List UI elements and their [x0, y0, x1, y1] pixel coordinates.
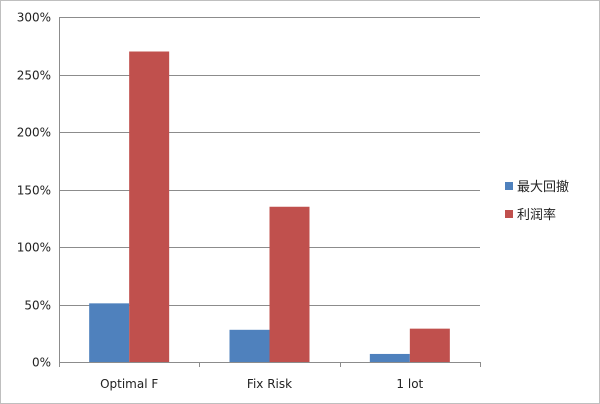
x-category-label: Fix Risk [247, 377, 292, 391]
bar [229, 329, 270, 362]
x-category-label: Optimal F [100, 377, 158, 391]
x-category-labels: Optimal F Fix Risk 1 lot [100, 377, 423, 391]
y-tick-label: 300% [17, 11, 51, 25]
bar [269, 206, 310, 362]
bars [89, 51, 450, 362]
bar [129, 51, 170, 362]
y-tick-label: 0% [32, 356, 51, 370]
y-tick-label: 200% [17, 126, 51, 140]
y-tick-label: 50% [24, 299, 51, 313]
legend-label: 最大回撤 [517, 179, 569, 195]
axes [59, 17, 481, 367]
legend-swatch [505, 182, 513, 190]
legend-swatch [505, 210, 513, 218]
y-tick-label: 150% [17, 184, 51, 198]
x-category-label: 1 lot [396, 377, 423, 391]
bar [369, 353, 410, 362]
y-tick-label: 100% [17, 241, 51, 255]
bar [89, 303, 130, 362]
y-tick-label: 250% [17, 69, 51, 83]
legend-label: 利润率 [517, 207, 556, 223]
y-tick-labels: 0% 50% 100% 150% 200% 250% 300% [17, 11, 51, 370]
bar [409, 328, 450, 362]
